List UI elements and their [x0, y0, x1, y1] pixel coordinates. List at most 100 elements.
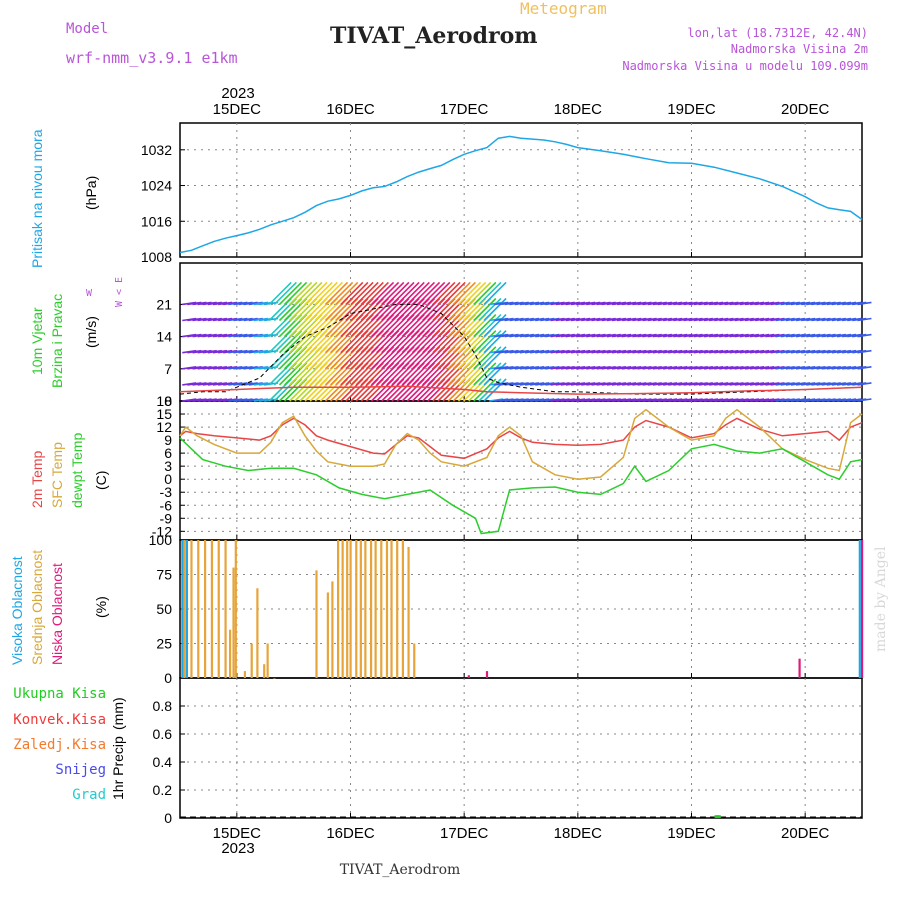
wind-barb [273, 281, 297, 305]
cloud-bar [407, 546, 410, 678]
cloud-bar [467, 675, 470, 678]
y-tick-label: 0.4 [153, 754, 173, 770]
precip-legend-rain: Ukupna Kisa [13, 686, 106, 702]
wind-barb [483, 281, 507, 305]
y-tick-label: 9 [164, 432, 172, 448]
wind-speed-line [179, 303, 863, 395]
wind-barb [857, 301, 872, 306]
y-tick-label: 75 [156, 567, 172, 583]
wind-barb [478, 346, 502, 370]
cloud-title-high: Visoka Oblacnost [9, 556, 25, 665]
wind-barb [284, 281, 308, 305]
wind-barb [370, 281, 395, 305]
wind-barb [422, 281, 446, 305]
wind-barb [345, 281, 369, 305]
wind-barb [411, 281, 436, 305]
wind-barb [457, 281, 482, 305]
y-tick-label: 25 [156, 636, 172, 652]
wind-title-2: Brzina i Pravac [49, 294, 65, 388]
cloud-title-mid: Srednja Oblacnost [29, 550, 45, 665]
wind-barb [365, 281, 389, 305]
wind-barb [463, 281, 487, 305]
wind-barb [857, 382, 872, 386]
cloud-bar [374, 540, 377, 678]
credit-label: made by Angel [873, 546, 889, 652]
cloud-bar [336, 540, 340, 678]
wind-barb [473, 362, 497, 386]
wind-unit: (m/s) [83, 316, 99, 348]
cloud-bar [190, 540, 193, 678]
wind-barb [376, 281, 400, 305]
cloud-bar [346, 540, 349, 678]
cloud-bar [229, 629, 232, 678]
cloud-bar [204, 540, 207, 678]
temp-unit: (C) [93, 471, 109, 490]
wind-barb [401, 281, 425, 305]
cloud-bar [185, 540, 189, 678]
wind-rose-icon: W < E W [86, 277, 125, 307]
model-label: Model [66, 21, 108, 37]
cloud-bar [485, 671, 489, 678]
wind-barb [452, 281, 476, 305]
y-tick-label: 15 [156, 406, 172, 422]
wind-barb [319, 281, 343, 305]
wind-barb [340, 281, 364, 305]
x-tick-label-top: 16DEC [326, 101, 375, 118]
chart-subtitle: Meteogram [520, 0, 607, 18]
wind-barb [427, 281, 451, 305]
cloud-bar [385, 540, 389, 678]
wind-barb [478, 314, 502, 338]
cloud-bar [341, 540, 344, 678]
wind-barb [473, 281, 497, 305]
cloud-bar [232, 567, 235, 678]
chart-title: TIVAT_Aerodrom [330, 23, 538, 49]
cloud-bar [181, 540, 184, 678]
wind-barb [416, 281, 441, 305]
wind-barb [396, 281, 420, 305]
wind-barb [386, 281, 410, 305]
cloud-bar [401, 540, 404, 678]
wind-barb [406, 281, 430, 305]
cloud-bar [217, 540, 220, 678]
y-tick-label: 0 [164, 393, 172, 409]
x-tick-label-bottom: 20DEC [781, 825, 830, 842]
y-tick-label: 7 [164, 361, 172, 377]
y-tick-label: 6 [164, 445, 172, 461]
y-tick-label: 0 [164, 810, 172, 826]
wind-barb [447, 281, 471, 305]
cloud-bar [263, 664, 266, 678]
precip-unit: (mm) [110, 697, 126, 730]
y-tick-label: -9 [160, 510, 173, 526]
wind-barb [468, 281, 492, 305]
panel-frame-precip [179, 677, 863, 819]
cloud-bar [396, 540, 399, 678]
wind-barb [473, 346, 497, 370]
temp-line-1 [179, 408, 863, 480]
cloud-bar [234, 540, 237, 678]
wind-barb [355, 281, 379, 305]
wind-barb [335, 281, 359, 305]
wind-barb [437, 281, 461, 305]
y-tick-label: 0.8 [153, 698, 173, 714]
y-tick-label: 1032 [141, 142, 172, 158]
precip-title: 1hr Precip [110, 736, 126, 800]
y-tick-label: 0 [164, 471, 172, 487]
wind-barb [299, 281, 323, 305]
wind-barb [857, 317, 872, 322]
wind-barb [330, 281, 354, 305]
wind-barb [391, 281, 415, 305]
cloud-bar [364, 540, 367, 678]
precip-legend-snow: Snijeg [55, 762, 106, 778]
y-tick-label: 1024 [141, 178, 172, 194]
wind-title-1: 10m Vjetar [29, 307, 45, 375]
panel-frame-pressure [179, 122, 863, 258]
lonlat-label: lon,lat (18.7312E, 42.4N) [687, 26, 868, 40]
cloud-bar [380, 540, 383, 678]
cloud-bar [210, 540, 214, 678]
year-label-top: 2023 [221, 85, 254, 102]
x-tick-label-bottom: 19DEC [667, 825, 716, 842]
precip-legend-frz: Zaledj.Kisa [13, 737, 106, 753]
x-tick-label-top: 15DEC [213, 101, 262, 118]
x-tick-label-bottom: 17DEC [440, 825, 489, 842]
